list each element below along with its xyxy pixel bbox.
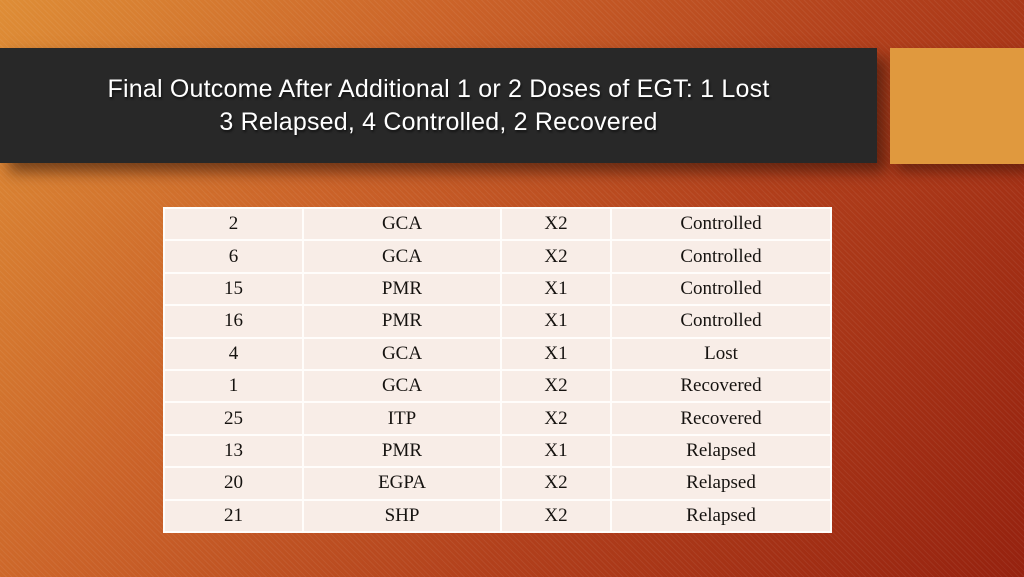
table-cell: GCA (302, 206, 502, 242)
title-banner: Final Outcome After Additional 1 or 2 Do… (0, 48, 877, 163)
table-cell: X2 (500, 206, 612, 242)
table-cell: ITP (302, 401, 502, 436)
slide-title-line-2: 3 Relapsed, 4 Controlled, 2 Recovered (219, 107, 658, 136)
table-cell: PMR (302, 271, 502, 307)
table-row: 2 GCA X2 Controlled (163, 206, 832, 242)
table-cell: EGPA (302, 466, 502, 501)
table-cell: PMR (302, 304, 502, 339)
table-cell: Relapsed (610, 466, 832, 501)
table-row: 21 SHP X2 Relapsed (163, 498, 832, 534)
table-cell: 1 (163, 368, 304, 404)
table-cell: Relapsed (610, 433, 832, 469)
table-row: 6 GCA X2 Controlled (163, 239, 832, 274)
table-row: 25 ITP X2 Recovered (163, 401, 832, 436)
table-cell: Recovered (610, 401, 832, 436)
table-row: 13 PMR X1 Relapsed (163, 433, 832, 469)
table-cell: Controlled (610, 206, 832, 242)
table-cell: X1 (500, 304, 612, 339)
table-row: 4 GCA X1 Lost (163, 336, 832, 371)
table-cell: 13 (163, 433, 304, 469)
table-cell: 25 (163, 401, 304, 436)
table-cell: 15 (163, 271, 304, 307)
table-cell: 16 (163, 304, 304, 339)
table-cell: Controlled (610, 239, 832, 274)
table-cell: 6 (163, 239, 304, 274)
table-row: 20 EGPA X2 Relapsed (163, 466, 832, 501)
slide-title-line-1: Final Outcome After Additional 1 or 2 Do… (107, 74, 770, 103)
table-cell: Lost (610, 336, 832, 371)
table-cell: X2 (500, 401, 612, 436)
table-cell: GCA (302, 368, 502, 404)
table-cell: X2 (500, 498, 612, 534)
table-cell: SHP (302, 498, 502, 534)
table-cell: GCA (302, 239, 502, 274)
table-cell: X1 (500, 433, 612, 469)
table-cell: X2 (500, 239, 612, 274)
table-cell: 4 (163, 336, 304, 371)
table-cell: 2 (163, 206, 304, 242)
table-cell: PMR (302, 433, 502, 469)
table-row: 16 PMR X1 Controlled (163, 304, 832, 339)
table-cell: Controlled (610, 304, 832, 339)
table-row: 15 PMR X1 Controlled (163, 271, 832, 307)
table-cell: Recovered (610, 368, 832, 404)
outcome-table-body: 2 GCA X2 Controlled 6 GCA X2 Controlled 15 PMR X1 C… (163, 206, 832, 534)
table-cell: GCA (302, 336, 502, 371)
table-cell: Relapsed (610, 498, 832, 534)
table-cell: X1 (500, 336, 612, 371)
table-cell: X1 (500, 271, 612, 307)
table-cell: Controlled (610, 271, 832, 307)
table-cell: 20 (163, 466, 304, 501)
table-cell: 21 (163, 498, 304, 534)
table-row: 1 GCA X2 Recovered (163, 368, 832, 404)
table-cell: X2 (500, 368, 612, 404)
accent-rectangle (890, 48, 1024, 164)
outcome-table: 2 GCA X2 Controlled 6 GCA X2 Controlled 15 PMR X1 C… (163, 206, 832, 534)
table-cell: X2 (500, 466, 612, 501)
